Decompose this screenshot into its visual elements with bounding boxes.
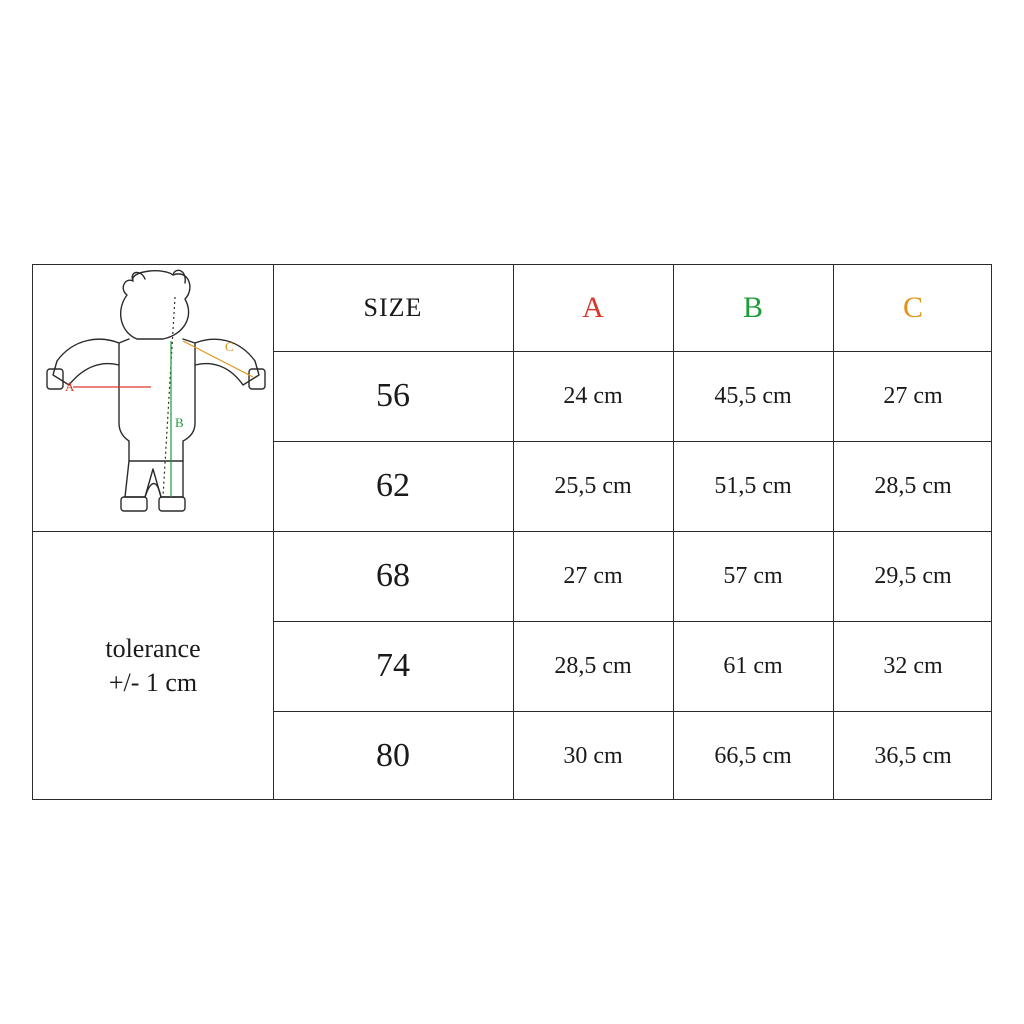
measurement-a: 27 cm	[513, 531, 673, 621]
measurement-c: 28,5 cm	[833, 441, 993, 531]
measurement-a: 28,5 cm	[513, 621, 673, 711]
tolerance-note: tolerance +/- 1 cm	[33, 531, 273, 801]
measurement-b: 51,5 cm	[673, 441, 833, 531]
measurement-a: 24 cm	[513, 351, 673, 441]
measurement-b: 45,5 cm	[673, 351, 833, 441]
size-value: 56	[273, 351, 513, 441]
measurement-c: 29,5 cm	[833, 531, 993, 621]
measurement-b: 66,5 cm	[673, 711, 833, 801]
tolerance-line2: +/- 1 cm	[109, 666, 197, 700]
size-value: 80	[273, 711, 513, 801]
measurement-c: 36,5 cm	[833, 711, 993, 801]
measurement-b: 61 cm	[673, 621, 833, 711]
size-value: 62	[273, 441, 513, 531]
size-chart-canvas: A B C SIZE A B C 56 24 cm 45,5 cm 27 cm …	[0, 0, 1024, 1024]
measurement-a: 30 cm	[513, 711, 673, 801]
column-header-c: C	[833, 265, 993, 351]
column-header-b: B	[673, 265, 833, 351]
garment-illustration: A B C	[33, 265, 273, 531]
column-header-size: SIZE	[273, 265, 513, 351]
column-header-a: A	[513, 265, 673, 351]
measurement-a: 25,5 cm	[513, 441, 673, 531]
tolerance-line1: tolerance	[105, 632, 200, 666]
measurement-c: 27 cm	[833, 351, 993, 441]
measurement-b: 57 cm	[673, 531, 833, 621]
illustration-label-a: A	[65, 379, 75, 394]
size-table: A B C SIZE A B C 56 24 cm 45,5 cm 27 cm …	[32, 264, 992, 800]
illustration-label-c: C	[225, 339, 234, 354]
size-value: 68	[273, 531, 513, 621]
size-value: 74	[273, 621, 513, 711]
measurement-c: 32 cm	[833, 621, 993, 711]
illustration-label-b: B	[175, 415, 184, 430]
